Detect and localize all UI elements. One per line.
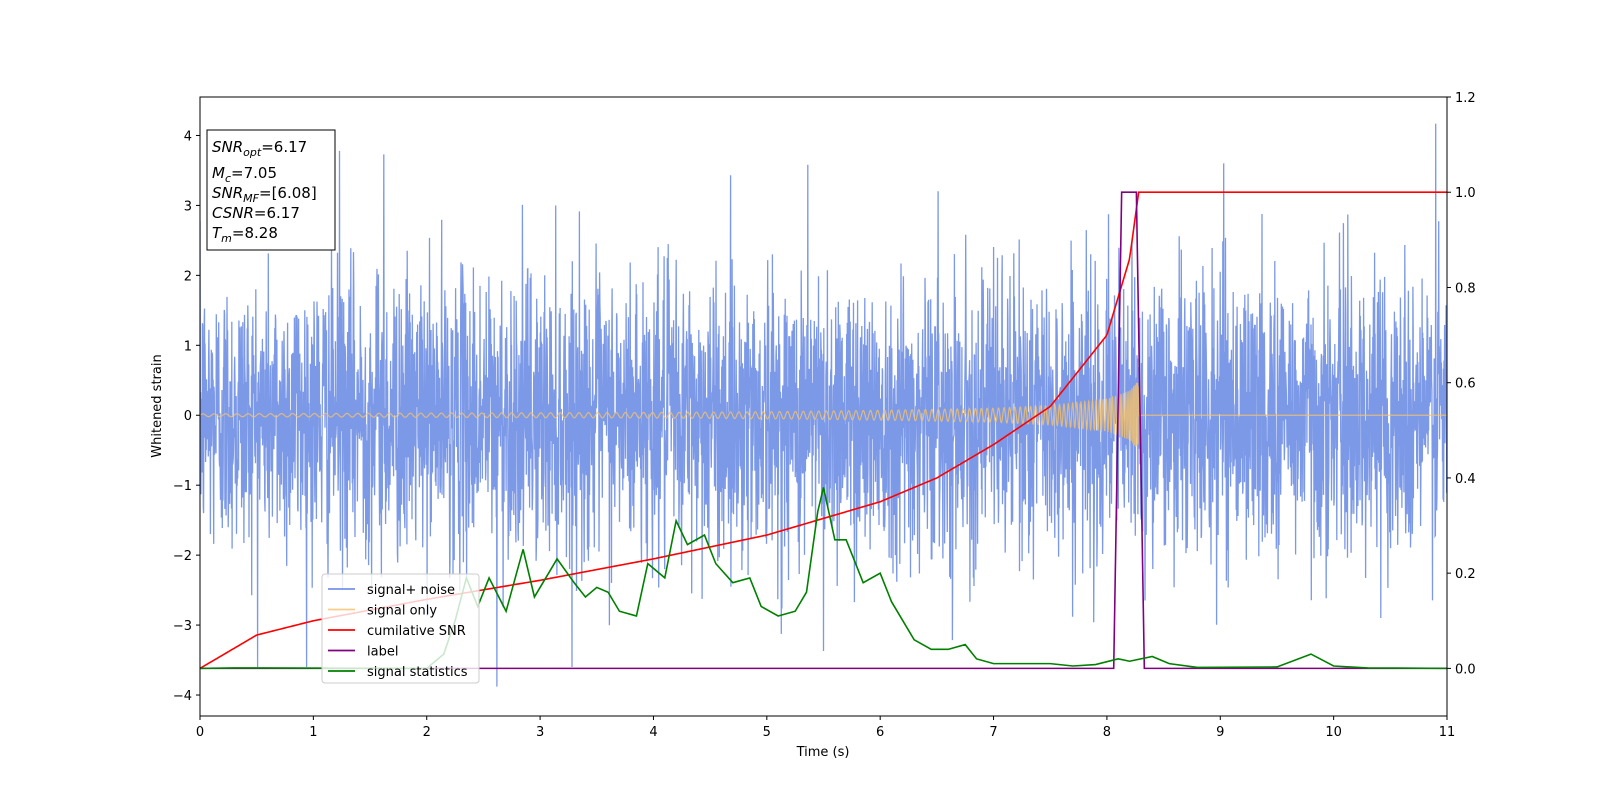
y-axis-right: 0.0 0.2 0.4 0.6 0.8 1.0 1.2 [1447, 91, 1476, 677]
legend: signal+ noise signal only cumilative SNR la… [321, 573, 480, 684]
annotation-box: SNRopt=6.17 Mc=7.05 SNRMF=[6.08] CSNR=6.… [206, 129, 336, 251]
annotation-snr-mf: SNRMF=[6.08] [212, 184, 317, 205]
x-tick-label: 5 [763, 725, 771, 740]
y-left-tick-label: 2 [184, 269, 192, 284]
x-tick-label: 9 [1216, 725, 1224, 740]
x-tick-label: 2 [423, 725, 431, 740]
y-left-tick-label: 1 [184, 339, 192, 354]
annotation-mc: Mc=7.05 [212, 164, 277, 185]
x-tick-label: 10 [1325, 725, 1342, 740]
y-right-tick-label: 0.6 [1455, 377, 1476, 392]
y-left-tick-label: 3 [184, 199, 192, 214]
x-tick-label: 0 [196, 725, 204, 740]
x-tick-label: 3 [536, 725, 544, 740]
x-axis-label: Time (s) [796, 745, 850, 760]
legend-label: signal+ noise [367, 583, 455, 598]
x-tick-label: 8 [1103, 725, 1111, 740]
x-tick-label: 4 [649, 725, 657, 740]
legend-label: cumilative SNR [367, 624, 466, 639]
legend-label: label [367, 645, 398, 660]
noise-line [200, 123, 1447, 687]
y-right-tick-label: 0.2 [1455, 567, 1476, 582]
x-tick-label: 11 [1439, 725, 1456, 740]
y-left-tick-label: 4 [184, 129, 192, 144]
x-tick-label: 6 [876, 725, 884, 740]
label-line [200, 191, 1447, 670]
annotation-csnr: CSNR=6.17 [212, 204, 300, 222]
y-axis-left: −4 −3 −2 −1 0 1 2 3 4 [173, 129, 200, 704]
legend-label: signal statistics [367, 665, 468, 680]
annotation-tm: Tm=8.28 [212, 224, 278, 245]
y-right-tick-label: 0.4 [1455, 472, 1476, 487]
series-signal-plus-noise [200, 123, 1447, 687]
y-left-tick-label: −3 [173, 619, 192, 634]
annotation-snr-opt: SNRopt=6.17 [212, 138, 307, 159]
legend-label: signal only [367, 604, 437, 619]
signal-only-line [200, 382, 1447, 447]
x-tick-label: 7 [989, 725, 997, 740]
y-left-tick-label: 0 [184, 409, 192, 424]
series-label [200, 191, 1447, 670]
y-right-tick-label: 0.8 [1455, 281, 1476, 296]
y-right-tick-label: 1.2 [1455, 91, 1476, 106]
y-axis-label: Whitened strain [150, 354, 165, 457]
plot-frame [199, 96, 1448, 717]
y-left-tick-label: −4 [173, 689, 192, 704]
y-right-tick-label: 1.0 [1455, 186, 1476, 201]
y-left-tick-label: −1 [173, 479, 192, 494]
x-axis: 0 1 2 3 4 5 6 7 8 9 10 11 [196, 716, 1455, 740]
series-signal-only [200, 382, 1447, 447]
x-tick-label: 1 [309, 725, 317, 740]
signal-statistics-line [200, 487, 1447, 670]
series-signal-statistics [200, 487, 1447, 670]
y-right-tick-label: 0.0 [1455, 662, 1476, 677]
y-left-tick-label: −2 [173, 549, 192, 564]
